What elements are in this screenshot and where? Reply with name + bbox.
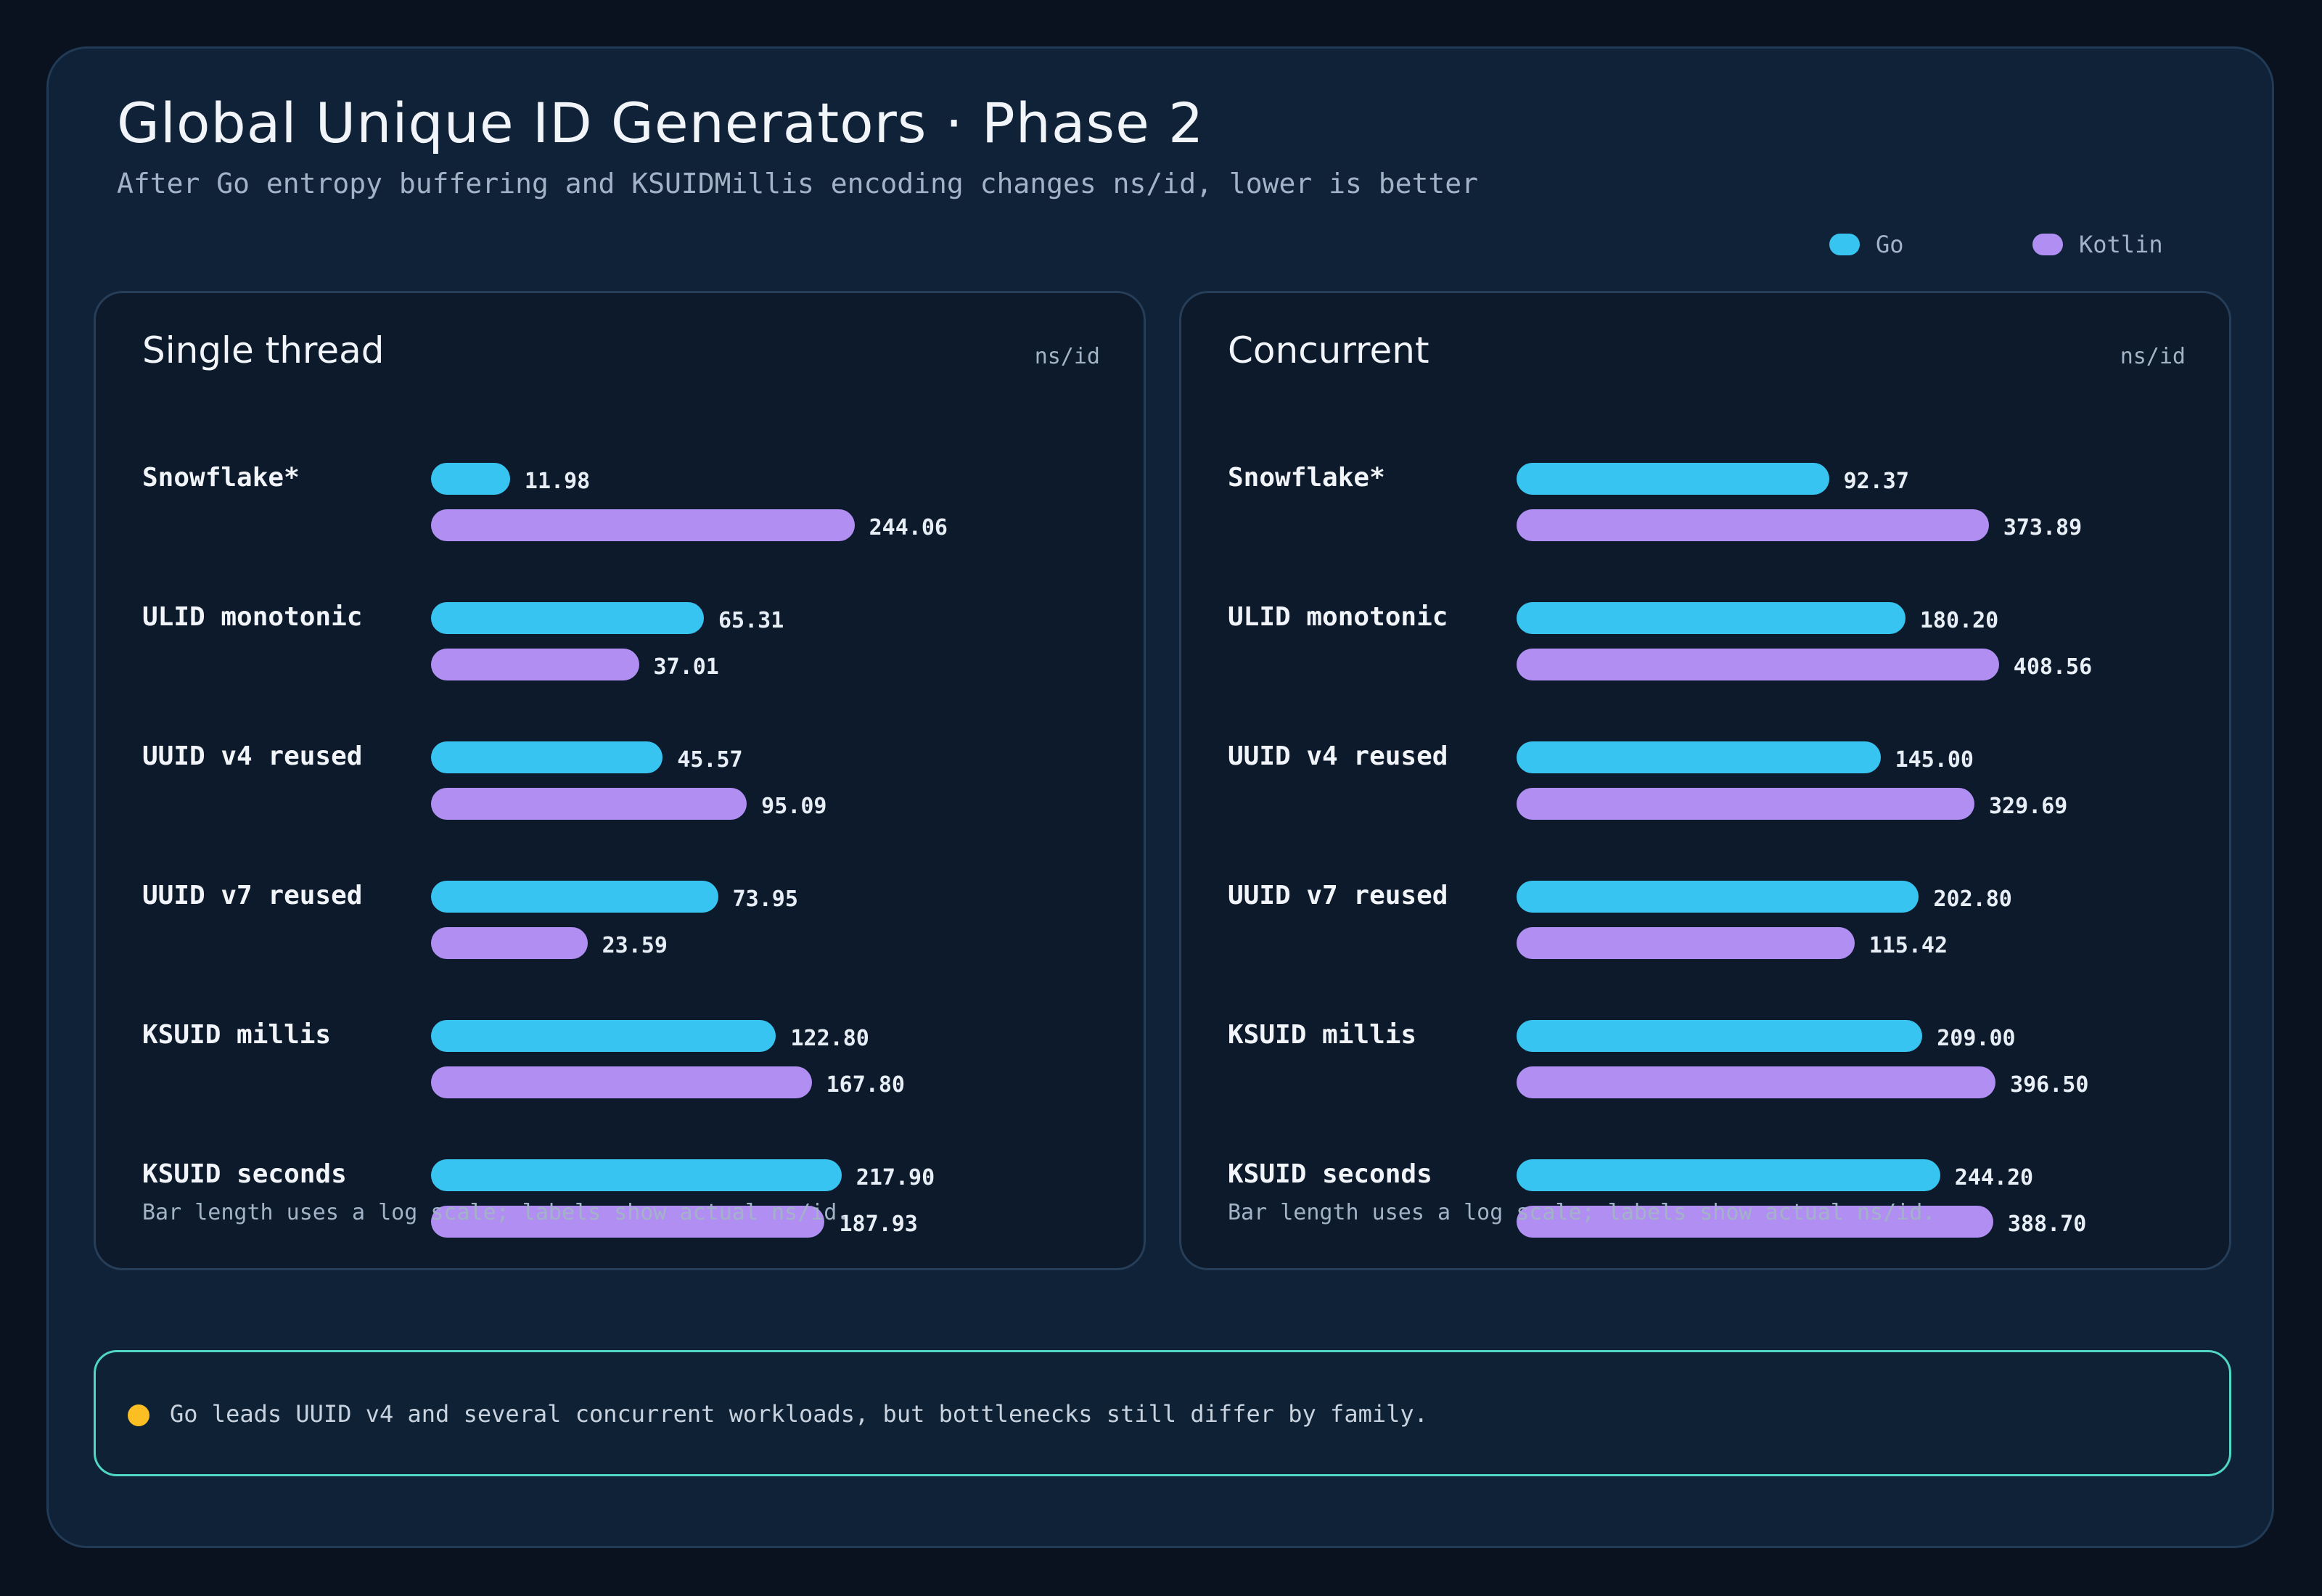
unit-label: ns/id [1034, 344, 1100, 369]
value-label-kotlin: 167.80 [826, 1072, 905, 1098]
bar-kotlin [1517, 927, 1855, 959]
bar-go [1517, 1159, 1940, 1191]
bar-go [431, 881, 718, 913]
value-label-go: 122.80 [790, 1026, 869, 1051]
category-label: KSUID seconds [1228, 1159, 1432, 1189]
value-label-kotlin: 244.06 [869, 515, 948, 540]
chart-title: Single thread [142, 329, 385, 371]
category-label: UUID v4 reused [1228, 741, 1448, 771]
legend-item-kotlin: Kotlin [2032, 223, 2163, 266]
chart-panel-single-thread: Single thread ns/id Snowflake* 11.98 244.0… [94, 291, 1146, 1270]
bar-kotlin [1517, 649, 1999, 680]
legend-item-go: Go [1829, 223, 1904, 266]
bar-row-ksuid-seconds: KSUID seconds 217.90 187.93 [96, 1159, 1144, 1254]
insight-callout: Go leads UUID v4 and several concurrent … [94, 1350, 2231, 1476]
value-label-kotlin: 37.01 [653, 654, 719, 680]
chart-footnote: Bar length uses a log scale; labels show… [1228, 1200, 1936, 1225]
bar-rows: Snowflake* 92.37 373.89 ULID monotonic 180.2… [1181, 293, 2229, 1268]
value-label-go: 202.80 [1933, 887, 2012, 912]
bar-go [431, 463, 510, 495]
value-label-go: 45.57 [677, 747, 743, 773]
bar-go [1517, 741, 1881, 773]
chart-panel-concurrent: Concurrent ns/id Snowflake* 92.37 373.89 UL… [1179, 291, 2231, 1270]
value-label-go: 92.37 [1843, 469, 1909, 494]
page-title: Global Unique ID Generators · Phase 2 [117, 91, 1205, 155]
bar-row-uuid-v7-reused: UUID v7 reused 202.80 115.42 [1181, 881, 2229, 975]
value-label-kotlin: 329.69 [1989, 794, 2068, 819]
bar-go [431, 1020, 776, 1052]
value-label-kotlin: 408.56 [2013, 654, 2093, 680]
category-label: UUID v4 reused [142, 741, 363, 771]
value-label-kotlin: 388.70 [2007, 1212, 2087, 1237]
bar-row-uuid-v7-reused: UUID v7 reused 73.95 23.59 [96, 881, 1144, 975]
value-label-kotlin: 115.42 [1868, 933, 1948, 958]
value-label-go: 217.90 [856, 1165, 935, 1190]
value-label-go: 11.98 [524, 469, 591, 494]
insight-text: Go leads UUID v4 and several concurrent … [170, 1400, 1428, 1428]
bar-kotlin [431, 649, 639, 680]
bar-go [1517, 602, 1905, 634]
legend-label-go: Go [1876, 231, 1904, 258]
category-label: ULID monotonic [142, 602, 363, 632]
value-label-kotlin: 373.89 [2003, 515, 2083, 540]
bar-row-ksuid-seconds: KSUID seconds 244.20 388.70 [1181, 1159, 2229, 1254]
bar-rows: Snowflake* 11.98 244.06 ULID monotonic 65.31… [96, 293, 1144, 1268]
category-label: KSUID seconds [142, 1159, 347, 1189]
legend-swatch-go [1829, 234, 1860, 255]
value-label-go: 145.00 [1895, 747, 1974, 773]
bar-kotlin [431, 1066, 812, 1098]
bar-row-uuid-v4-reused: UUID v4 reused 45.57 95.09 [96, 741, 1144, 836]
bar-row-uuid-v4-reused: UUID v4 reused 145.00 329.69 [1181, 741, 2229, 836]
value-label-go: 209.00 [1937, 1026, 2016, 1051]
category-label: Snowflake* [1228, 463, 1385, 493]
bar-go [1517, 881, 1919, 913]
category-label: Snowflake* [142, 463, 300, 493]
bar-kotlin [1517, 1066, 1996, 1098]
bar-kotlin [431, 788, 747, 820]
bar-row-ulid-monotonic: ULID monotonic 65.31 37.01 [96, 602, 1144, 696]
bar-row-snowflake: Snowflake* 11.98 244.06 [96, 463, 1144, 557]
category-label: KSUID millis [142, 1020, 332, 1050]
value-label-go: 73.95 [732, 887, 798, 912]
bar-go [431, 741, 663, 773]
chart-footnote: Bar length uses a log scale; labels show… [142, 1200, 850, 1225]
bar-go [431, 1159, 842, 1191]
bar-kotlin [1517, 788, 1974, 820]
bar-kotlin [1517, 1206, 1993, 1238]
value-label-go: 180.20 [1919, 608, 1999, 633]
unit-label: ns/id [2120, 344, 2186, 369]
legend-swatch-kotlin [2032, 234, 2063, 255]
chart-title: Concurrent [1228, 329, 1429, 371]
bar-go [1517, 1020, 1923, 1052]
dashboard-card: Global Unique ID Generators · Phase 2 Af… [46, 46, 2274, 1548]
category-label: KSUID millis [1228, 1020, 1417, 1050]
category-label: ULID monotonic [1228, 602, 1448, 632]
page-subtitle: After Go entropy buffering and KSUIDMill… [117, 168, 1478, 200]
value-label-kotlin: 23.59 [602, 933, 668, 958]
category-label: UUID v7 reused [142, 881, 363, 910]
legend-label-kotlin: Kotlin [2079, 231, 2163, 258]
bar-row-ulid-monotonic: ULID monotonic 180.20 408.56 [1181, 602, 2229, 696]
value-label-kotlin: 396.50 [2010, 1072, 2089, 1098]
value-label-kotlin: 187.93 [839, 1212, 918, 1237]
insight-dot-icon [128, 1404, 149, 1426]
value-label-go: 244.20 [1954, 1165, 2034, 1190]
category-label: UUID v7 reused [1228, 881, 1448, 910]
bar-kotlin [1517, 509, 1989, 541]
bar-kotlin [431, 1206, 825, 1238]
value-label-go: 65.31 [718, 608, 784, 633]
bar-kotlin [431, 927, 588, 959]
bar-row-ksuid-millis: KSUID millis 122.80 167.80 [96, 1020, 1144, 1114]
bar-go [1517, 463, 1829, 495]
bar-go [431, 602, 704, 634]
bar-row-snowflake: Snowflake* 92.37 373.89 [1181, 463, 2229, 557]
bar-row-ksuid-millis: KSUID millis 209.00 396.50 [1181, 1020, 2229, 1114]
value-label-kotlin: 95.09 [761, 794, 827, 819]
bar-kotlin [431, 509, 855, 541]
